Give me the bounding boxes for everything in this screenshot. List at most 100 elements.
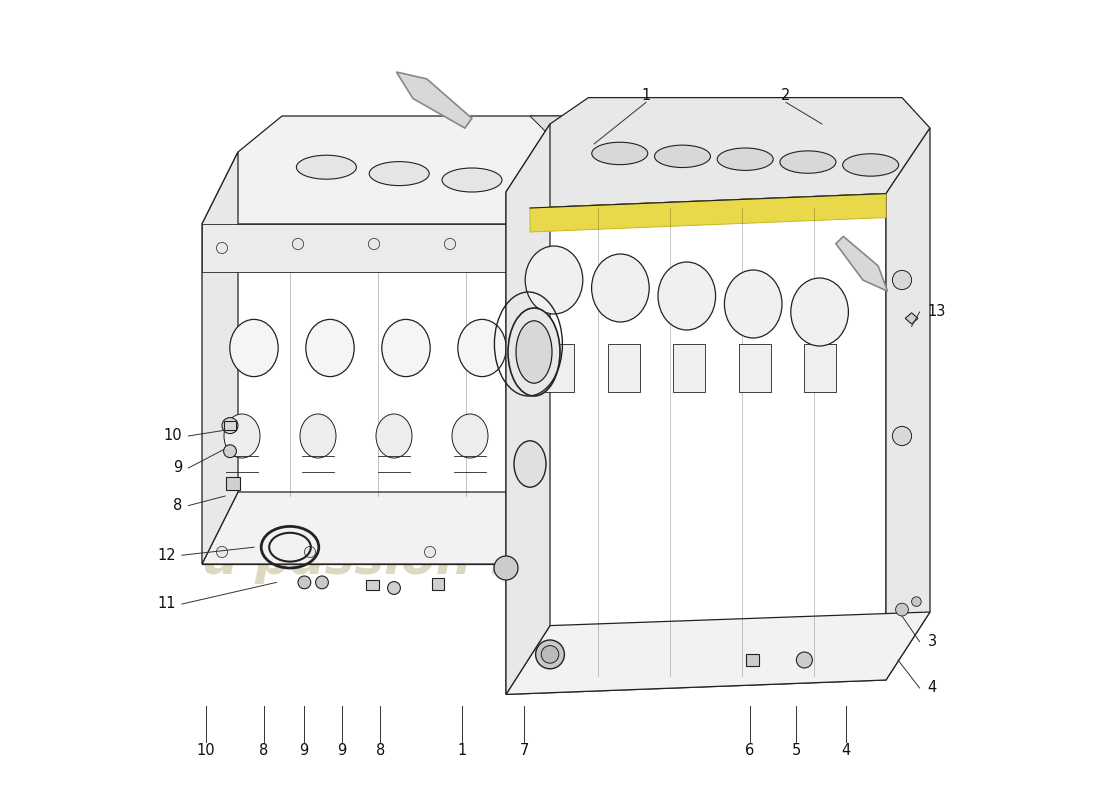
Polygon shape (396, 72, 472, 128)
Polygon shape (542, 344, 574, 392)
Ellipse shape (296, 155, 356, 179)
Text: 10: 10 (197, 743, 216, 758)
Circle shape (222, 418, 238, 434)
Polygon shape (202, 224, 642, 272)
Ellipse shape (528, 414, 564, 458)
Polygon shape (607, 344, 639, 392)
Ellipse shape (717, 148, 773, 170)
Circle shape (895, 603, 909, 616)
Polygon shape (886, 128, 929, 680)
Circle shape (494, 556, 518, 580)
Polygon shape (836, 237, 888, 291)
Polygon shape (202, 492, 678, 564)
Ellipse shape (654, 145, 711, 167)
Ellipse shape (658, 262, 716, 330)
Circle shape (298, 576, 311, 589)
Text: 5: 5 (792, 743, 801, 758)
Ellipse shape (458, 319, 506, 377)
Polygon shape (224, 421, 235, 430)
Polygon shape (202, 152, 238, 564)
Ellipse shape (592, 142, 648, 165)
Text: 1: 1 (458, 743, 466, 758)
Circle shape (305, 546, 316, 558)
Polygon shape (804, 344, 836, 392)
Polygon shape (905, 313, 918, 324)
Text: 4: 4 (927, 681, 937, 695)
Circle shape (223, 445, 236, 458)
Circle shape (596, 238, 607, 250)
Ellipse shape (306, 319, 354, 377)
Text: 3: 3 (927, 634, 937, 649)
Ellipse shape (525, 246, 583, 314)
Text: 9: 9 (299, 743, 308, 758)
Polygon shape (506, 612, 930, 694)
Text: 8: 8 (258, 743, 268, 758)
Polygon shape (506, 192, 886, 694)
Text: 12: 12 (157, 548, 176, 562)
Circle shape (544, 546, 556, 558)
Text: 8: 8 (376, 743, 385, 758)
Polygon shape (746, 654, 759, 666)
Text: europes: europes (200, 394, 707, 502)
Ellipse shape (843, 154, 899, 176)
Polygon shape (226, 477, 241, 490)
Circle shape (316, 576, 329, 589)
Ellipse shape (370, 162, 429, 186)
Ellipse shape (376, 414, 412, 458)
Ellipse shape (224, 414, 260, 458)
Polygon shape (739, 344, 771, 392)
Polygon shape (506, 98, 930, 208)
Circle shape (892, 426, 912, 446)
Circle shape (630, 546, 642, 558)
Polygon shape (431, 578, 444, 590)
Circle shape (892, 270, 912, 290)
Polygon shape (506, 124, 550, 694)
Text: a passion for cars: a passion for cars (204, 536, 704, 584)
Polygon shape (202, 224, 642, 564)
Ellipse shape (592, 254, 649, 322)
Circle shape (630, 242, 642, 254)
Polygon shape (673, 344, 705, 392)
Circle shape (444, 238, 455, 250)
Polygon shape (530, 116, 678, 152)
Ellipse shape (534, 319, 582, 377)
Circle shape (541, 646, 559, 663)
Text: 8: 8 (173, 498, 182, 513)
Ellipse shape (514, 441, 546, 487)
Ellipse shape (516, 321, 552, 383)
Text: 4: 4 (842, 743, 850, 758)
Ellipse shape (587, 181, 648, 205)
Ellipse shape (442, 168, 502, 192)
Text: 13: 13 (927, 305, 946, 319)
Text: 6: 6 (746, 743, 755, 758)
Ellipse shape (725, 270, 782, 338)
Circle shape (796, 652, 813, 668)
Circle shape (425, 546, 436, 558)
Circle shape (912, 597, 921, 606)
Polygon shape (366, 580, 378, 590)
Circle shape (293, 238, 304, 250)
Ellipse shape (230, 319, 278, 377)
Text: 1: 1 (641, 89, 650, 103)
Text: 2: 2 (781, 89, 791, 103)
Circle shape (368, 238, 379, 250)
Ellipse shape (452, 414, 488, 458)
Ellipse shape (382, 319, 430, 377)
Ellipse shape (300, 414, 336, 458)
Text: 7: 7 (519, 743, 529, 758)
Ellipse shape (780, 151, 836, 174)
Circle shape (217, 242, 228, 254)
Circle shape (520, 238, 531, 250)
Polygon shape (642, 152, 678, 564)
Polygon shape (202, 116, 678, 224)
Text: 9: 9 (338, 743, 346, 758)
Circle shape (536, 640, 564, 669)
Ellipse shape (515, 174, 575, 198)
Text: 85: 85 (796, 314, 904, 390)
Text: 11: 11 (157, 597, 176, 611)
Polygon shape (530, 194, 886, 232)
Ellipse shape (791, 278, 848, 346)
Ellipse shape (508, 308, 560, 396)
Text: 9: 9 (173, 461, 182, 475)
Text: 10: 10 (164, 429, 182, 443)
